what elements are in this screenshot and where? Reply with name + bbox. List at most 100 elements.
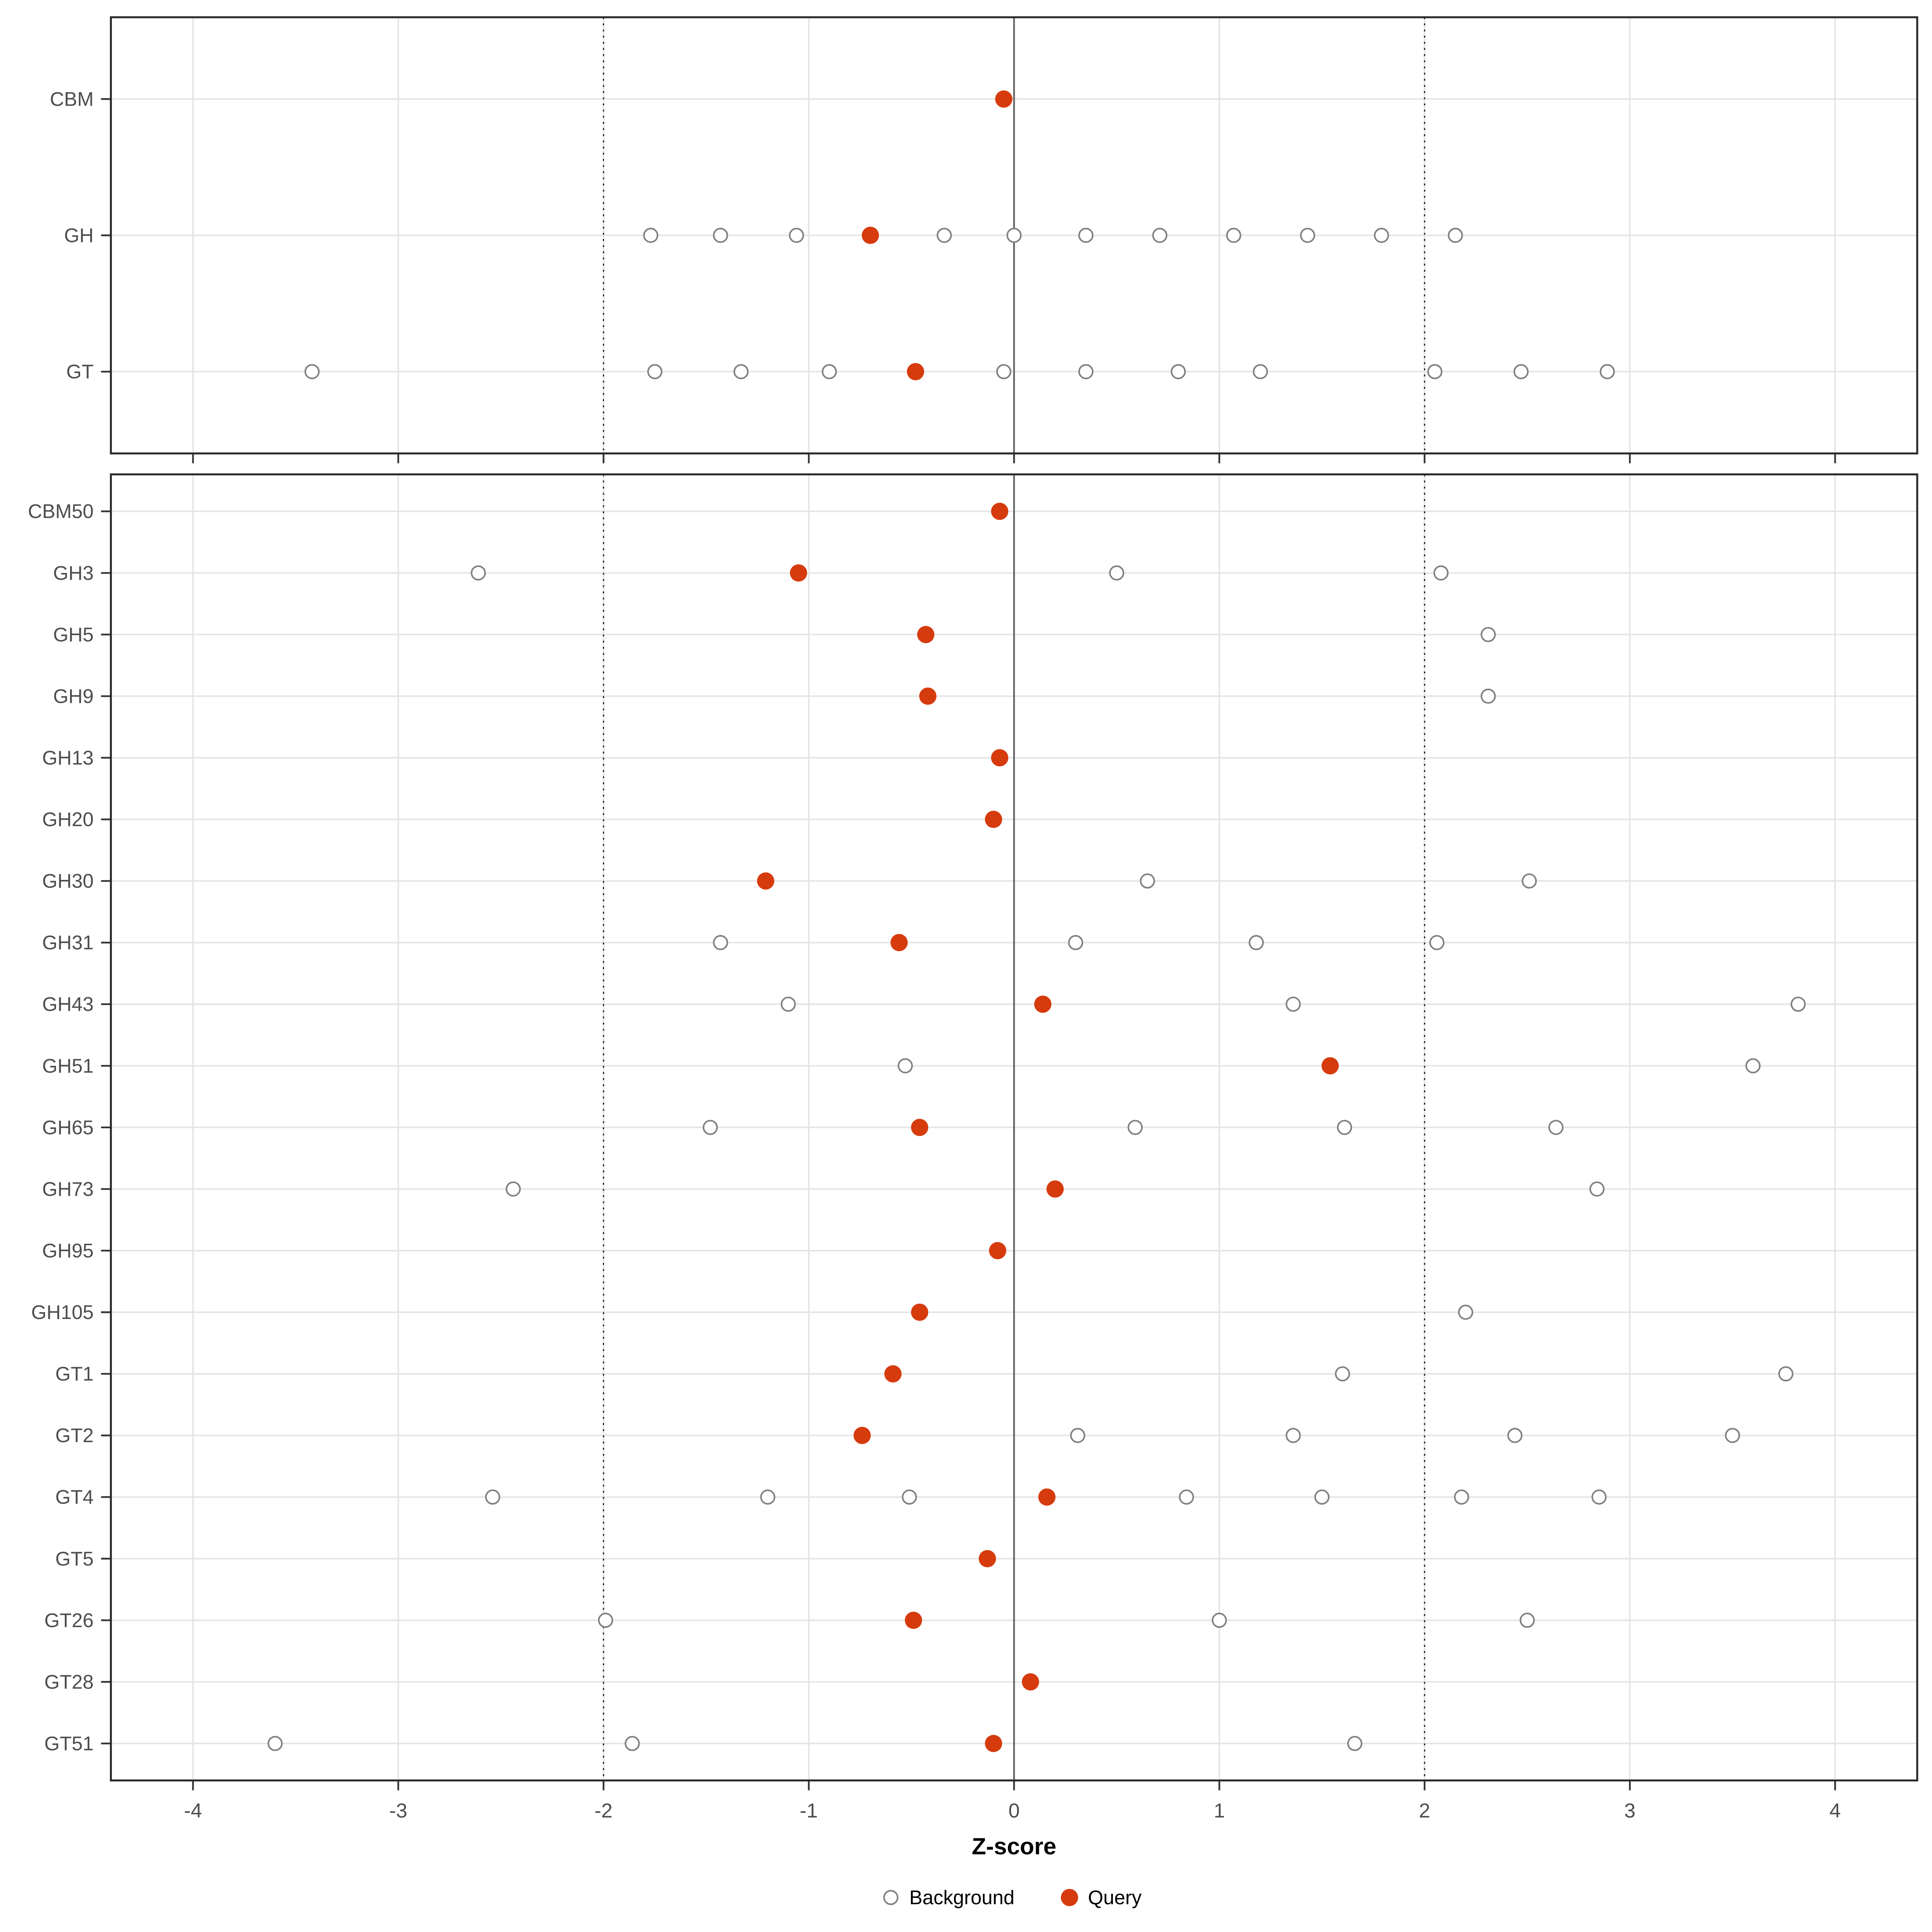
query-point: [985, 811, 1002, 828]
x-tick-label: -4: [184, 1799, 202, 1822]
x-tick-label: 3: [1624, 1799, 1635, 1822]
background-point: [1589, 1181, 1605, 1197]
background-point: [1548, 1120, 1564, 1135]
background-point: [1591, 1489, 1607, 1505]
background-point: [1140, 873, 1155, 889]
background-point: [937, 227, 952, 243]
query-point: [853, 1426, 871, 1444]
query-point: [991, 749, 1009, 767]
row-label: GH20: [42, 809, 94, 831]
background-point: [598, 1612, 613, 1628]
row-label: CBM50: [28, 501, 93, 522]
background-point: [1335, 1366, 1350, 1382]
row-label: GH: [64, 225, 93, 247]
query-point: [919, 687, 937, 705]
panel-family-detail: CBM50 GH3 GH5 GH9 GH13 GH20 GH30 GH31 GH43 GH51 GH…: [28, 473, 1918, 1790]
background-point: [760, 1489, 776, 1505]
query-point: [991, 502, 1009, 520]
background-point: [1521, 873, 1537, 889]
query-point: [884, 1365, 902, 1383]
x-axis: -4 -3 -2 -1 0 1 2 3 4 Z-score: [184, 1799, 1841, 1860]
background-point: [1347, 1736, 1362, 1751]
panel-border: [110, 16, 1918, 454]
x-tick-label: 1: [1214, 1799, 1225, 1822]
row-label: GT2: [55, 1425, 93, 1447]
background-point: [471, 565, 486, 581]
background-point: [902, 1489, 917, 1505]
row-label: GT1: [55, 1363, 93, 1385]
background-point: [267, 1736, 283, 1751]
x-tick-label: -1: [800, 1799, 818, 1822]
row-label: GT4: [55, 1486, 93, 1508]
background-point: [1314, 1489, 1330, 1505]
background-point: [1790, 997, 1806, 1012]
background-point: [713, 227, 728, 243]
x-tick-label: 2: [1419, 1799, 1430, 1822]
row-label: GH95: [42, 1240, 94, 1262]
background-point: [780, 997, 796, 1012]
background-point: [1286, 1428, 1301, 1443]
background-point: [996, 364, 1011, 380]
background-point: [1448, 227, 1463, 243]
query-point: [989, 1242, 1007, 1259]
background-point: [1480, 688, 1496, 704]
background-point: [1078, 227, 1094, 243]
panel-family-summary: CBM GH GT: [50, 16, 1918, 464]
query-point: [1038, 1488, 1056, 1506]
legend-query-icon: [1061, 1889, 1078, 1906]
background-point: [1300, 227, 1315, 243]
query-point: [1034, 995, 1052, 1013]
background-point: [304, 364, 320, 380]
background-point: [1068, 935, 1084, 950]
row-label: GH3: [53, 562, 94, 584]
background-point: [1212, 1612, 1227, 1628]
x-tick-label: -3: [389, 1799, 407, 1822]
row-label: GT: [66, 361, 94, 383]
row-label: CBM: [50, 89, 94, 110]
background-point: [643, 227, 658, 243]
background-point: [1507, 1428, 1523, 1443]
background-point: [1374, 227, 1389, 243]
background-point: [1458, 1305, 1474, 1320]
background-point: [713, 935, 728, 950]
background-point: [1286, 997, 1301, 1012]
background-point: [1725, 1428, 1740, 1443]
background-point: [1745, 1058, 1761, 1073]
query-point: [978, 1550, 996, 1567]
background-point: [1427, 364, 1443, 380]
background-point: [1519, 1612, 1535, 1628]
x-tick-label: -2: [594, 1799, 613, 1822]
row-label: GH65: [42, 1117, 94, 1139]
query-point: [917, 626, 935, 643]
background-point: [1152, 227, 1168, 243]
background-point: [788, 227, 804, 243]
legend-background-icon: [883, 1890, 899, 1905]
background-point: [822, 364, 837, 380]
query-point: [911, 1303, 929, 1321]
legend-background-label: Background: [909, 1887, 1014, 1909]
background-point: [1249, 935, 1264, 950]
background-point: [1433, 565, 1449, 581]
background-point: [1600, 364, 1615, 380]
background-point: [733, 364, 749, 380]
row-label: GH105: [31, 1302, 93, 1323]
legend-query-label: Query: [1088, 1887, 1142, 1909]
row-label: GH5: [53, 624, 94, 646]
background-point: [1429, 935, 1445, 950]
query-point: [905, 1612, 922, 1629]
legend: Background Query: [883, 1887, 1142, 1909]
row-label: GH43: [42, 994, 94, 1016]
row-label: GH9: [53, 685, 94, 707]
query-point: [790, 564, 807, 582]
background-point: [1006, 227, 1022, 243]
query-point: [757, 872, 774, 890]
background-point: [1337, 1120, 1352, 1135]
row-label: GT5: [55, 1548, 93, 1570]
background-point: [1179, 1489, 1194, 1505]
query-point: [1321, 1057, 1339, 1075]
background-point: [647, 364, 663, 380]
background-point: [1109, 565, 1125, 581]
background-point: [1078, 364, 1094, 380]
